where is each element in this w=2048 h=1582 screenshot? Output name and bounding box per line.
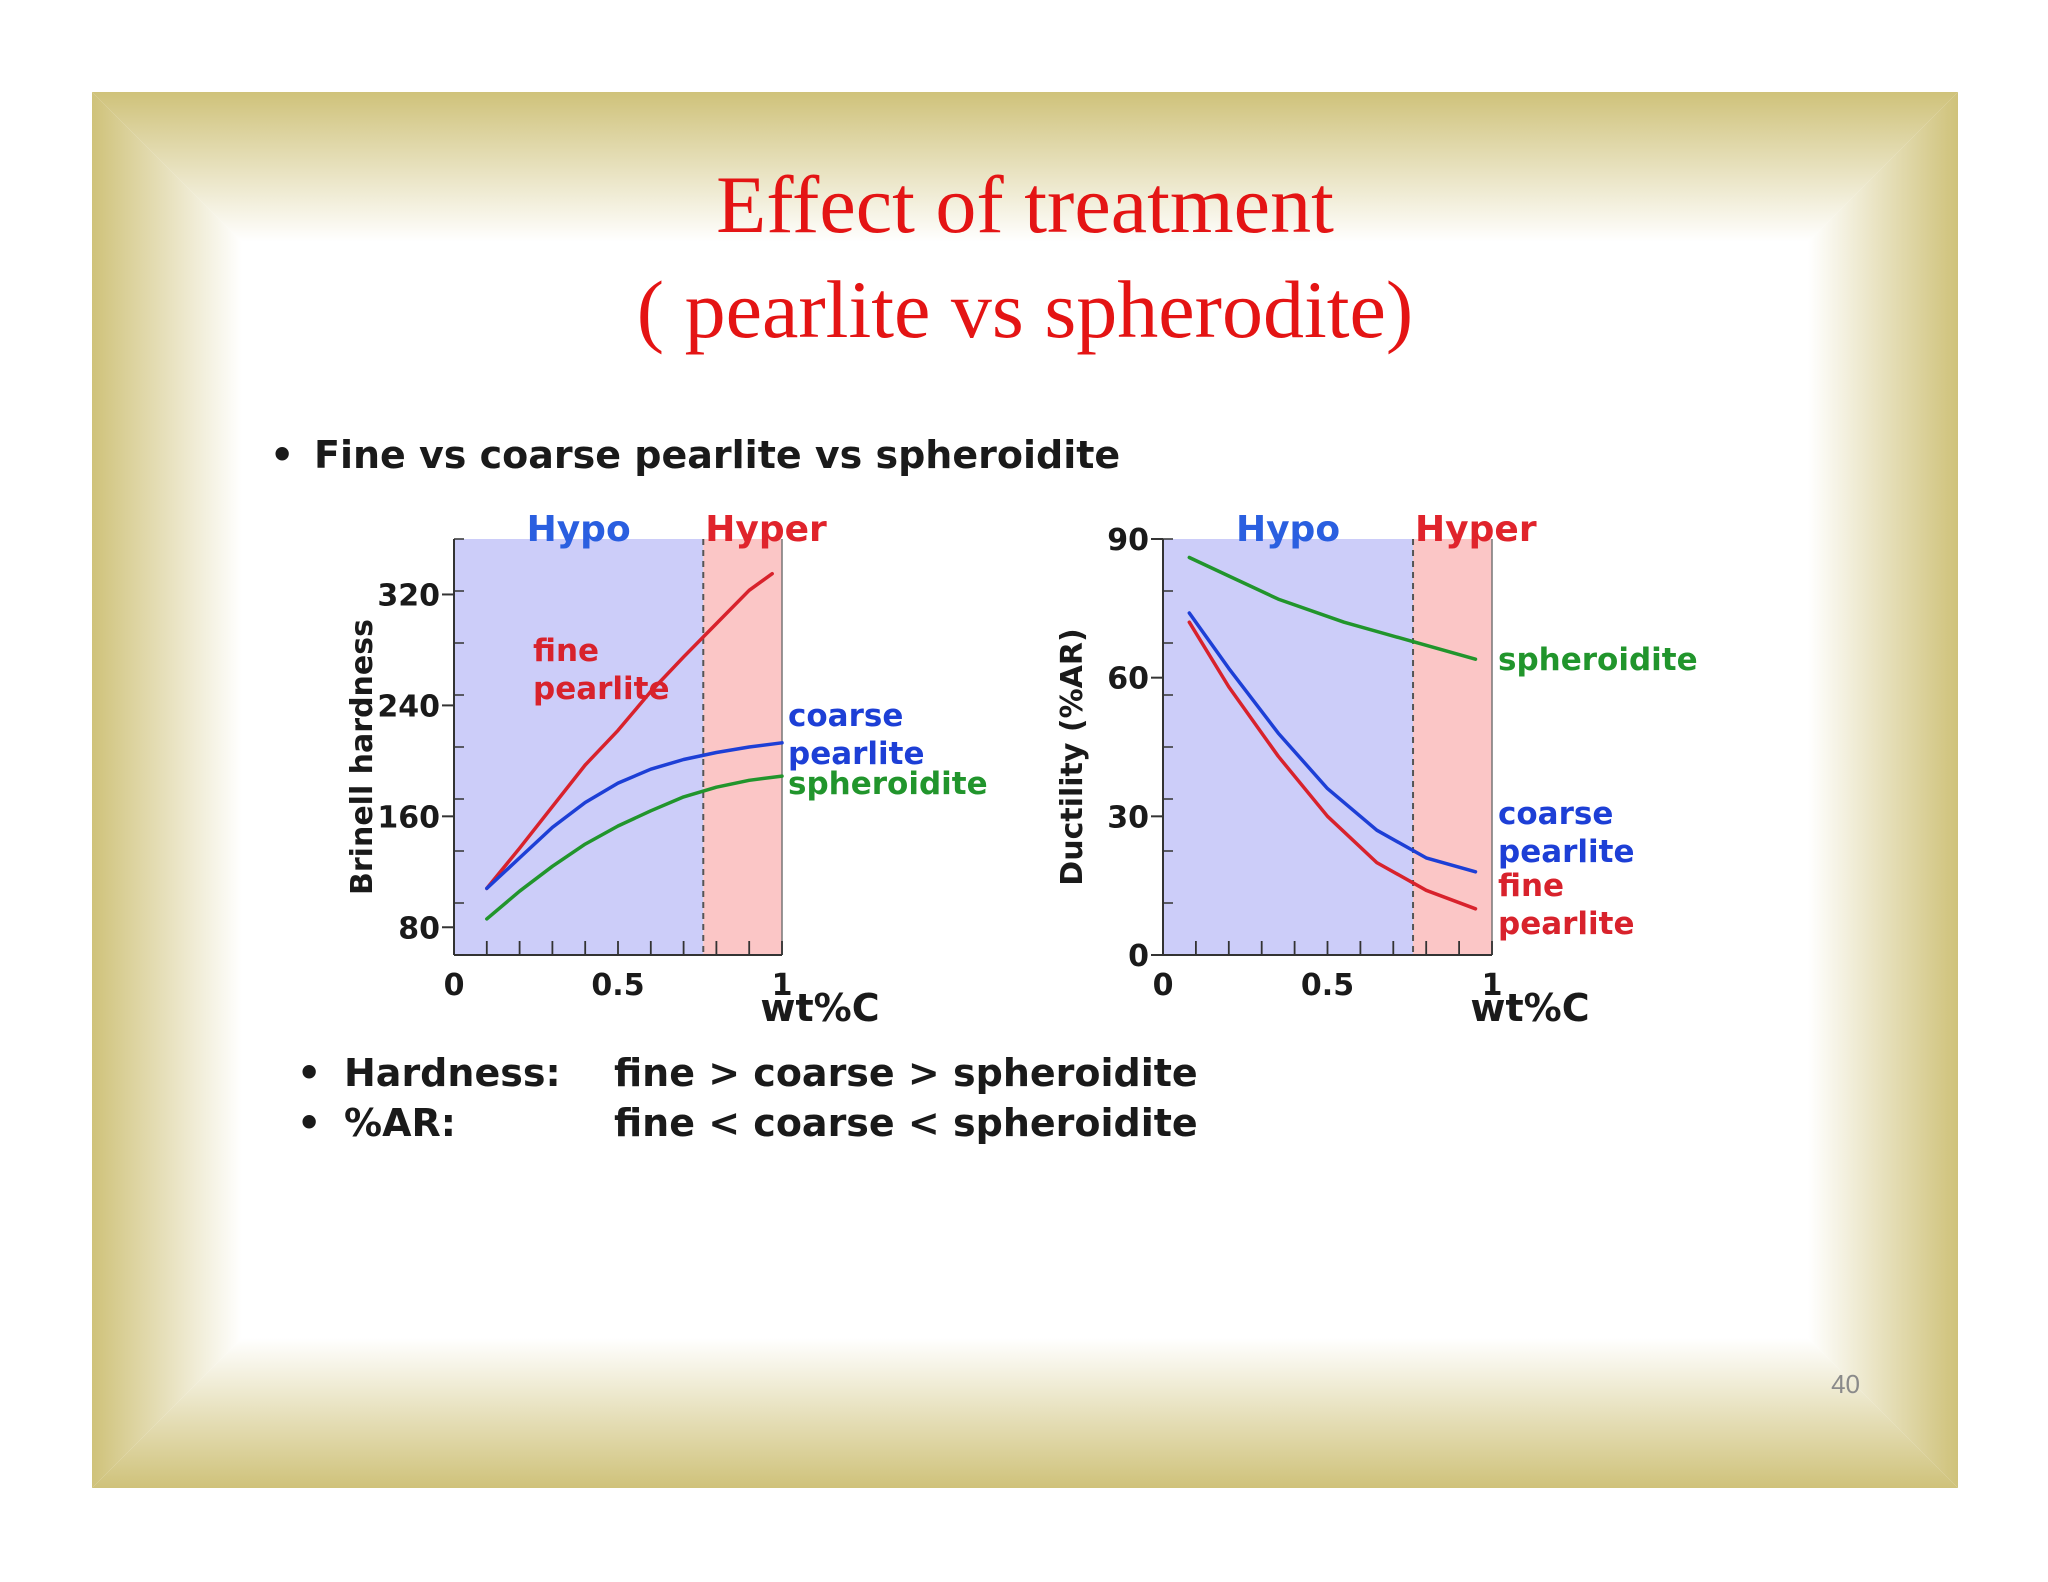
ductility-ytick-label: 60 xyxy=(1107,662,1149,697)
summary-list: • Hardness: fine > coarse > spheroidite … xyxy=(297,1051,1198,1145)
ductility-fine-label: pearlite xyxy=(1498,906,1635,942)
ductility-xtick-label: 0.5 xyxy=(1301,968,1354,1003)
ductility-spheroidite-label: spheroidite xyxy=(1498,642,1698,678)
slide: Effect of treatment ( pearlite vs sphero… xyxy=(92,92,1958,1488)
hardness-chart: Hypo Hyper 80 160 240 320 0 0.5 1wt%C Brinell har… xyxy=(345,509,988,1030)
slide-title-line-2: ( pearlite vs spherodite) xyxy=(637,264,1413,355)
ductility-spheroidite-line xyxy=(1187,555,1478,661)
hardness-xtick-label: 0.5 xyxy=(591,968,644,1003)
hardness-ytick-label: 320 xyxy=(377,578,440,613)
summary-hardness-text: fine > coarse > spheroidite xyxy=(614,1051,1198,1095)
ductility-ytick-label: 0 xyxy=(1128,939,1149,974)
ductility-y-axis-title: Ductility (%AR) xyxy=(1055,628,1090,885)
ductility-hypo-label: Hypo xyxy=(1236,509,1340,550)
ductility-ytick-label: 90 xyxy=(1107,523,1149,558)
ductility-coarse-label: coarse xyxy=(1498,796,1613,832)
hardness-coarse-label: coarse xyxy=(788,698,903,734)
summary-bullet-dot-2: • xyxy=(297,1101,321,1145)
hardness-hyper-label: Hyper xyxy=(705,509,827,550)
hardness-ytick-label: 160 xyxy=(377,800,440,835)
hardness-coarse-line xyxy=(485,741,784,891)
summary-ar-text: fine < coarse < spheroidite xyxy=(614,1101,1198,1145)
summary-hardness-label: Hardness: xyxy=(344,1051,561,1095)
hardness-ytick-label: 240 xyxy=(377,689,440,724)
ductility-hypo-region xyxy=(1163,539,1414,955)
summary-bullet-dot-1: • xyxy=(297,1051,321,1095)
hardness-fine-label: fine xyxy=(533,633,599,669)
ductility-fine-label: fine xyxy=(1498,868,1564,904)
ductility-hyper-label: Hyper xyxy=(1415,509,1537,550)
summary-ar-label: %AR: xyxy=(344,1101,456,1145)
hardness-fine-label: pearlite xyxy=(533,671,670,707)
hardness-xtick-label: 1 xyxy=(772,968,793,1003)
hardness-y-axis-title: Brinell hardness xyxy=(345,619,380,895)
hardness-spheroidite-label: spheroidite xyxy=(788,766,988,802)
hardness-x-axis-title: wt%C xyxy=(760,986,879,1030)
hardness-xtick-label: 0 xyxy=(444,968,465,1003)
ductility-xtick-label: 1 xyxy=(1482,968,1503,1003)
ductility-coarse-line xyxy=(1187,611,1478,874)
ductility-coarse-label: pearlite xyxy=(1498,834,1635,870)
main-bullet: Fine vs coarse pearlite vs spheroidite xyxy=(314,433,1120,477)
page-number: 40 xyxy=(1831,1369,1860,1399)
hardness-spheroidite-line xyxy=(485,774,784,921)
ductility-chart: Hypo Hyper 0 30 60 90 0 0.5 1wt%C Ductility (%AR)… xyxy=(1055,509,1698,1030)
ductility-x-axis-title: wt%C xyxy=(1470,986,1589,1030)
ductility-hyper-region xyxy=(1413,539,1492,955)
hardness-coarse-label: pearlite xyxy=(788,736,925,772)
hardness-hypo-region xyxy=(454,539,704,955)
ductility-xtick-label: 0 xyxy=(1153,968,1174,1003)
hardness-hypo-label: Hypo xyxy=(527,509,631,550)
ductility-ytick-label: 30 xyxy=(1107,800,1149,835)
bullet-dot: • xyxy=(270,433,294,477)
hardness-ytick-label: 80 xyxy=(398,911,440,946)
slide-canvas: Effect of treatment ( pearlite vs sphero… xyxy=(92,92,1958,1488)
hardness-fine-line xyxy=(485,571,774,891)
slide-frame xyxy=(92,92,1958,1488)
slide-title-line-1: Effect of treatment xyxy=(716,159,1334,250)
ductility-fine-line xyxy=(1187,620,1478,911)
